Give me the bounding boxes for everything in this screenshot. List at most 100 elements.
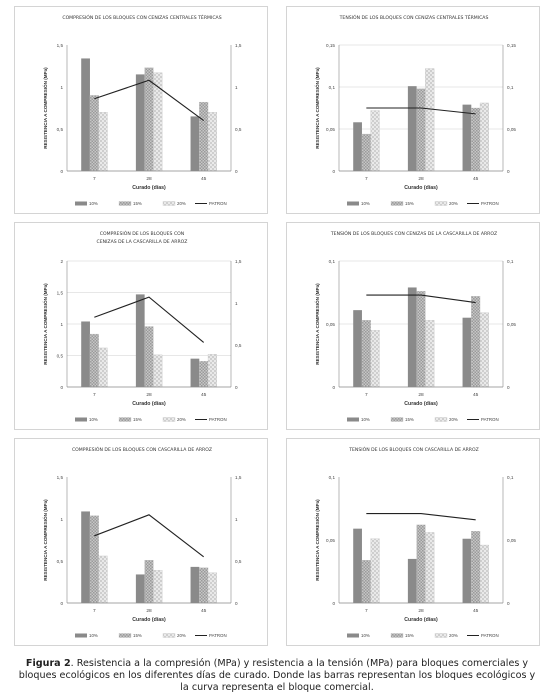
bar-10pct-28 xyxy=(135,74,145,171)
x-tick-label: 7 xyxy=(93,392,96,398)
legend-swatch xyxy=(347,201,359,206)
bar-20pct-7 xyxy=(370,538,380,604)
y-tick-label: 0,5 xyxy=(57,353,64,358)
bar-10pct-28 xyxy=(135,294,145,387)
y-tick-label: 0 xyxy=(60,385,63,390)
y-tick-label: 1,5 xyxy=(57,290,64,295)
y2-tick-label: 1,5 xyxy=(235,259,242,264)
legend-label: PATRON xyxy=(481,633,499,638)
chart-title: COMPRESIÓN DE LOS BLOQUES CON xyxy=(100,230,184,237)
y-tick-label: 0,05 xyxy=(326,538,335,543)
bar-15pct-7 xyxy=(89,95,99,172)
bar-20pct-28 xyxy=(153,354,163,388)
y2-tick-label: 0,5 xyxy=(235,559,242,564)
bar-20pct-45 xyxy=(479,312,489,388)
x-axis-label: Curado (días) xyxy=(132,401,166,407)
bar-10pct-7 xyxy=(353,122,362,171)
y-tick-label: 0,15 xyxy=(326,43,335,48)
legend-label: 15% xyxy=(133,201,142,206)
y2-tick-label: 0,05 xyxy=(507,538,516,543)
legend-label: 10% xyxy=(361,417,370,422)
x-tick-label: 45 xyxy=(473,608,479,614)
bar-10pct-45 xyxy=(190,358,200,387)
y-tick-label: 0 xyxy=(60,169,63,174)
figure-caption: Figura 2. Resistencia a la compresión (M… xyxy=(14,658,540,694)
y-axis-label: RESISTENCIA A COMPRESIÓN (MPa) xyxy=(41,67,48,149)
y2-tick-label: 1,5 xyxy=(235,43,242,48)
bar-20pct-45 xyxy=(479,102,489,172)
legend-swatch xyxy=(75,417,87,422)
chart-panel-4: TENSIÓN DE LOS BLOQUES CON CENIZAS DE LA… xyxy=(286,222,540,430)
y-axis-label: RESISTENCIA A COMPRESIÓN (MPa) xyxy=(313,67,320,149)
legend-label: PATRON xyxy=(209,633,227,638)
bar-20pct-45 xyxy=(207,572,217,604)
bar-15pct-45 xyxy=(471,296,481,388)
legend-label: 10% xyxy=(89,201,98,206)
bar-15pct-45 xyxy=(199,101,209,172)
legend-label: 10% xyxy=(89,417,98,422)
bar-20pct-45 xyxy=(207,112,217,172)
bar-10pct-45 xyxy=(190,116,200,171)
x-tick-label: 45 xyxy=(473,392,479,398)
bar-15pct-7 xyxy=(361,560,371,604)
x-tick-label: 7 xyxy=(93,608,96,614)
legend-label: 15% xyxy=(405,201,414,206)
bar-20pct-7 xyxy=(98,112,108,172)
y-tick-label: 0 xyxy=(332,385,335,390)
legend-swatch xyxy=(75,201,87,206)
bar-20pct-7 xyxy=(370,110,380,172)
chart-title: COMPRESIÓN DE LOS BLOQUES CON CASCARILLA… xyxy=(72,446,212,453)
bar-20pct-28 xyxy=(425,68,435,172)
y-tick-label: 0,1 xyxy=(329,475,336,480)
bar-15pct-28 xyxy=(144,560,154,604)
y-axis-label: RESISTENCIA A COMPRESIÓN (MPa) xyxy=(313,283,320,365)
legend-swatch xyxy=(434,201,448,206)
chart-svg-1: COMPRESIÓN DE LOS BLOQUES CON CENIZAS CE… xyxy=(41,13,242,206)
chart-svg-6: TENSIÓN DE LOS BLOQUES CON CASCARILLA DE… xyxy=(313,446,516,638)
legend-swatch xyxy=(162,633,176,638)
y2-tick-label: 0 xyxy=(235,385,238,390)
x-axis-label: Curado (días) xyxy=(404,185,438,191)
legend-swatch xyxy=(390,201,404,206)
figure-caption-label: Figura 2 xyxy=(25,658,71,669)
chart-svg-4: TENSIÓN DE LOS BLOQUES CON CENIZAS DE LA… xyxy=(313,230,516,422)
patron-line xyxy=(366,512,476,521)
y-tick-label: 0 xyxy=(60,601,63,606)
y2-tick-label: 0,1 xyxy=(507,259,514,264)
y-tick-label: 0,05 xyxy=(326,127,335,132)
y2-tick-label: 0 xyxy=(507,169,510,174)
legend-label: PATRON xyxy=(481,417,499,422)
legend-swatch xyxy=(118,633,132,638)
legend-swatch xyxy=(162,201,176,206)
bar-20pct-28 xyxy=(153,570,163,604)
chart-panel-2: TENSIÓN DE LOS BLOQUES CON CENIZAS CENTR… xyxy=(286,6,540,214)
x-tick-label: 28 xyxy=(146,392,152,398)
y-tick-label: 0,1 xyxy=(329,85,336,90)
legend-label: 20% xyxy=(177,201,186,206)
chart-panel-3: COMPRESIÓN DE LOS BLOQUES CON CENIZAS DE … xyxy=(14,222,268,430)
bar-15pct-45 xyxy=(199,567,209,604)
y2-tick-label: 0 xyxy=(507,601,510,606)
y-tick-label: 1 xyxy=(60,322,63,327)
bar-10pct-7 xyxy=(81,321,90,387)
bar-10pct-28 xyxy=(407,558,417,603)
bar-15pct-45 xyxy=(471,107,481,172)
legend-swatch xyxy=(390,417,404,422)
bar-10pct-7 xyxy=(81,58,90,171)
y-axis-label: RESISTENCIA A COMPRESIÓN (MPa) xyxy=(313,499,320,581)
legend-label: PATRON xyxy=(209,417,227,422)
legend-label: 15% xyxy=(133,417,142,422)
x-tick-label: 45 xyxy=(201,392,207,398)
bar-10pct-28 xyxy=(407,86,417,171)
y2-tick-label: 0 xyxy=(507,385,510,390)
patron-line xyxy=(366,294,476,304)
legend-swatch xyxy=(162,417,176,422)
y-tick-label: 0,5 xyxy=(57,127,64,132)
bar-15pct-45 xyxy=(471,531,481,604)
y-tick-label: 1,5 xyxy=(57,43,64,48)
x-tick-label: 7 xyxy=(365,608,368,614)
legend-label: 20% xyxy=(177,417,186,422)
bar-15pct-7 xyxy=(89,515,99,604)
bar-20pct-7 xyxy=(98,555,108,604)
bar-20pct-7 xyxy=(98,347,108,388)
